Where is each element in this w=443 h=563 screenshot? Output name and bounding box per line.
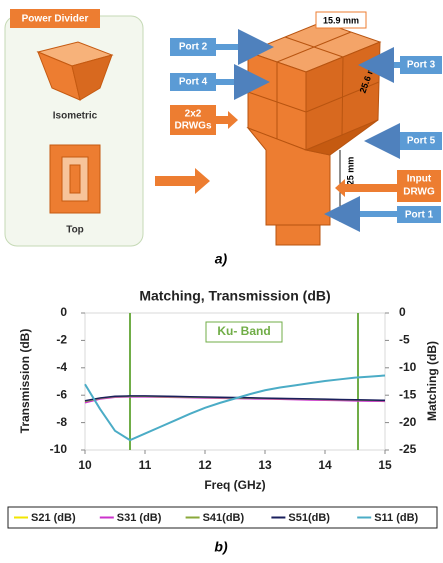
y-tick-label: -6 <box>56 387 67 401</box>
port-label: Port 3 <box>407 60 436 71</box>
port-label: Port 4 <box>179 77 208 88</box>
arrow <box>155 168 210 194</box>
x-tick-label: 12 <box>198 458 212 472</box>
input-label: Input <box>407 174 432 185</box>
y-tick-label: -10 <box>50 442 68 456</box>
top-label: Top <box>66 225 84 236</box>
y2-tick-label: -10 <box>399 360 417 374</box>
port-label: Port 1 <box>405 210 434 221</box>
legend-label: S31 (dB) <box>117 512 162 524</box>
y-tick-label: 0 <box>60 305 67 319</box>
y-axis-title: Transmission (dB) <box>18 329 32 434</box>
y2-tick-label: -20 <box>399 415 417 429</box>
figure: Power Divider Isometric Top 15.9 mm 25.6… <box>0 0 443 558</box>
legend-label: S41(dB) <box>203 512 245 524</box>
y2-tick-label: -25 <box>399 442 417 456</box>
port-label: Port 2 <box>179 42 208 53</box>
page: {"diagram": {"panel_title": "Power Divid… <box>0 0 443 558</box>
port-label: Port 5 <box>407 136 436 147</box>
drwg-label: DRWGs <box>174 121 211 132</box>
dim-width: 15.9 mm <box>323 15 359 25</box>
input-label: DRWG <box>403 187 435 198</box>
top-view <box>50 145 100 213</box>
legend-label: S11 (dB) <box>374 512 418 524</box>
arrow <box>216 111 238 129</box>
x-axis-title: Freq (GHz) <box>204 478 265 492</box>
y-tick-label: -2 <box>56 333 67 347</box>
y2-axis-title: Matching (dB) <box>425 341 439 421</box>
panel-title: Power Divider <box>22 14 89 25</box>
x-tick-label: 14 <box>318 458 332 472</box>
chart-title: Matching, Transmission (dB) <box>139 288 330 304</box>
y-tick-label: -8 <box>56 415 67 429</box>
x-tick-label: 11 <box>139 458 152 472</box>
caption: b) <box>214 539 228 555</box>
x-tick-label: 13 <box>258 458 272 472</box>
drwg-label: 2x2 <box>185 109 202 120</box>
legend-label: S51(dB) <box>288 512 330 524</box>
legend-label: S21 (dB) <box>31 512 76 524</box>
y2-tick-label: -5 <box>399 333 410 347</box>
caption: a) <box>215 251 228 267</box>
isometric-label: Isometric <box>53 111 98 122</box>
y-tick-label: -4 <box>56 360 67 374</box>
y2-tick-label: 0 <box>399 305 406 319</box>
band-label: Ku- Band <box>217 324 270 338</box>
y2-tick-label: -15 <box>399 387 417 401</box>
dim-height: 25 mm <box>345 157 355 186</box>
arrow <box>335 179 397 197</box>
x-tick-label: 10 <box>78 458 92 472</box>
x-tick-label: 15 <box>378 458 392 472</box>
